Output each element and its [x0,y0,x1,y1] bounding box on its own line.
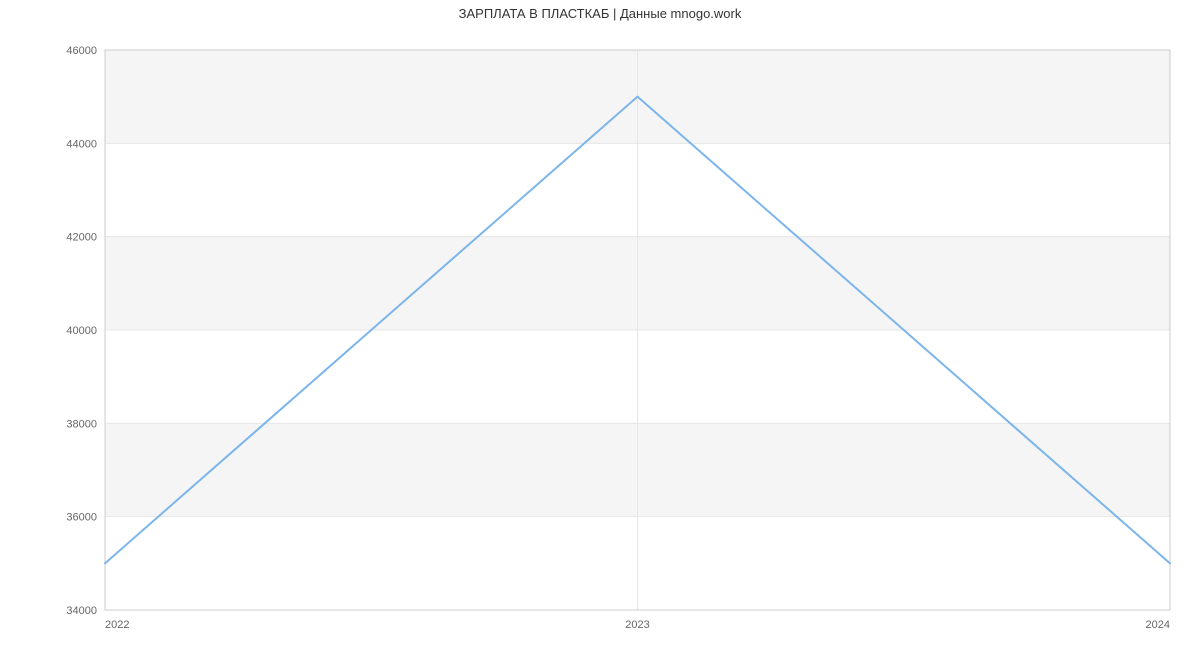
chart-title: ЗАРПЛАТА В ПЛАСТКАБ | Данные mnogo.work [0,6,1200,21]
y-tick-label: 40000 [66,325,97,337]
y-tick-label: 36000 [66,512,97,524]
y-tick-label: 44000 [66,138,97,150]
x-tick-label: 2022 [105,619,129,631]
x-tick-label: 2024 [1146,619,1170,631]
chart-svg: 34000 36000 38000 40000 42000 44000 46000 2022 2… [0,0,1200,650]
y-tick-label: 38000 [66,418,97,430]
x-tick-label: 2023 [625,619,649,631]
line-chart: ЗАРПЛАТА В ПЛАСТКАБ | Данные mnogo.work … [0,0,1200,650]
y-tick-label: 42000 [66,232,97,244]
y-tick-label: 34000 [66,605,97,617]
y-tick-label: 46000 [66,45,97,57]
